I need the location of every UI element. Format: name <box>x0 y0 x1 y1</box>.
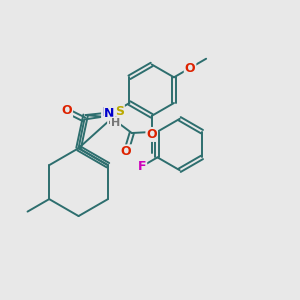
Text: O: O <box>185 61 195 74</box>
Text: F: F <box>138 160 146 173</box>
Text: H: H <box>111 118 120 128</box>
Text: H: H <box>108 116 117 126</box>
Text: N: N <box>102 106 112 119</box>
Text: N: N <box>104 107 115 120</box>
Text: O: O <box>61 104 72 117</box>
Text: O: O <box>146 128 157 141</box>
Text: S: S <box>115 105 124 118</box>
Text: O: O <box>121 145 131 158</box>
